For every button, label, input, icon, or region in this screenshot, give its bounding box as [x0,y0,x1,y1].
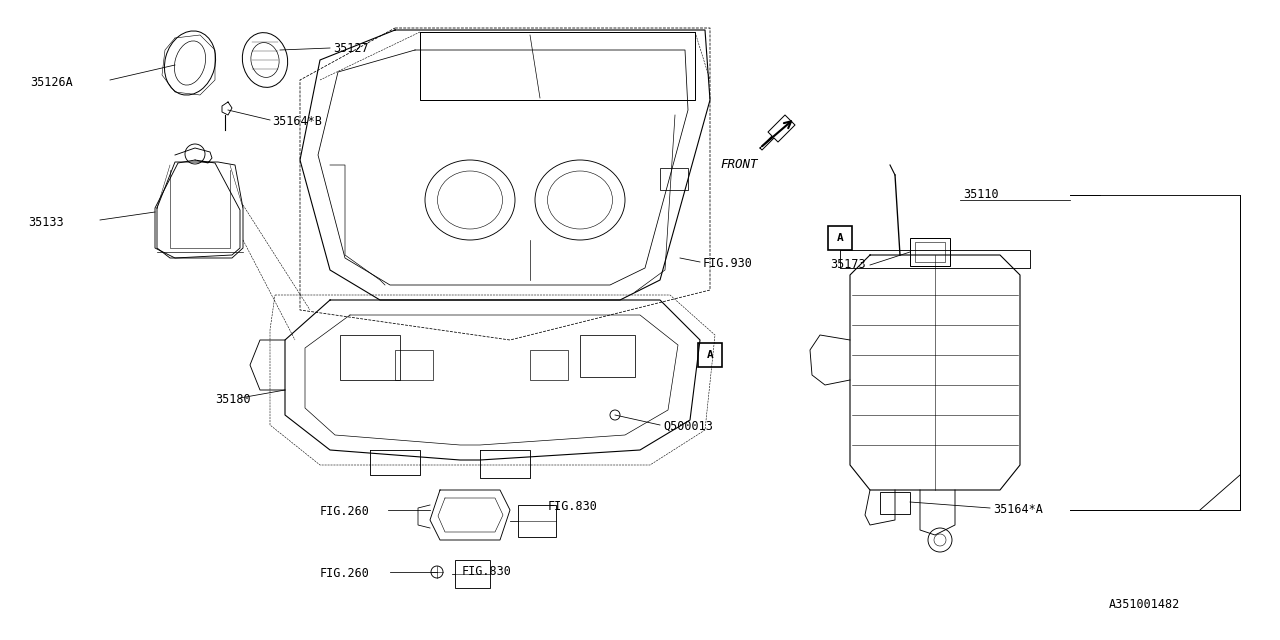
Text: A: A [837,233,844,243]
Bar [530,350,568,380]
Text: FIG.830: FIG.830 [548,500,598,513]
Text: FIG.260: FIG.260 [320,567,370,580]
Bar [660,168,689,190]
FancyBboxPatch shape [828,226,852,250]
Bar [340,335,401,380]
Text: 35110: 35110 [963,188,998,201]
Bar [580,335,635,377]
Text: A351001482: A351001482 [1108,598,1180,611]
Bar [910,238,950,266]
Bar [915,242,945,262]
Text: 35180: 35180 [215,393,251,406]
Text: FIG.830: FIG.830 [462,565,512,578]
Bar [518,505,556,537]
Text: FRONT: FRONT [721,158,758,171]
Bar [454,560,490,588]
Text: FIG.260: FIG.260 [320,505,370,518]
Text: 35126A: 35126A [29,76,73,89]
Bar [396,350,433,380]
Text: 35133: 35133 [28,216,64,229]
Text: 35164*A: 35164*A [993,503,1043,516]
Bar [881,492,910,514]
Text: A: A [707,350,713,360]
Text: 35173: 35173 [829,258,865,271]
Text: FIG.930: FIG.930 [703,257,753,270]
Text: 35127: 35127 [333,42,369,55]
FancyBboxPatch shape [698,343,722,367]
Text: 35164*B: 35164*B [273,115,321,128]
Text: Q500013: Q500013 [663,420,713,433]
